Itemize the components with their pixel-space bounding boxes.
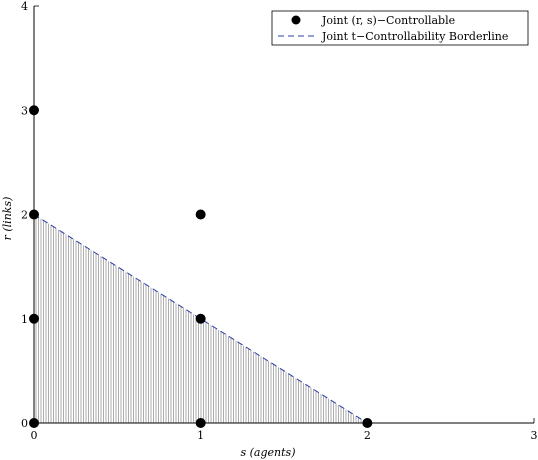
x-tick-label: 2: [364, 429, 371, 442]
y-tick-label: 0: [21, 417, 28, 430]
x-tick-label: 1: [197, 429, 204, 442]
controllable-point: [29, 418, 39, 428]
controllable-point: [195, 418, 206, 428]
legend-label-borderline: Joint t−Controllability Borderline: [321, 30, 508, 43]
borderline-line: [33, 214, 368, 424]
controllable-point: [29, 209, 39, 220]
y-tick-label: 3: [21, 104, 28, 117]
legend-label-controllable: Joint (r, s)−Controllable: [321, 14, 455, 27]
y-tick-label: 4: [21, 0, 28, 13]
y-axis-label: r (links): [1, 197, 14, 241]
controllable-point: [195, 313, 206, 324]
legend-box: [271, 10, 529, 46]
legend-marker-controllable: [291, 15, 301, 25]
series-points: [29, 105, 373, 428]
series-lines: [33, 214, 368, 424]
x-tick-label: 0: [31, 429, 38, 442]
controllable-point: [195, 209, 206, 220]
x-tick-label: 3: [531, 429, 538, 442]
controllable-point: [29, 313, 39, 324]
y-tick-label: 2: [21, 209, 28, 222]
controllable-point: [29, 105, 39, 116]
x-axis-label: s (agents): [241, 446, 296, 459]
y-tick-label: 1: [21, 313, 28, 326]
controllable-point: [362, 418, 373, 428]
legend: Joint (r, s)−Controllable Joint t−Contro…: [271, 10, 529, 46]
